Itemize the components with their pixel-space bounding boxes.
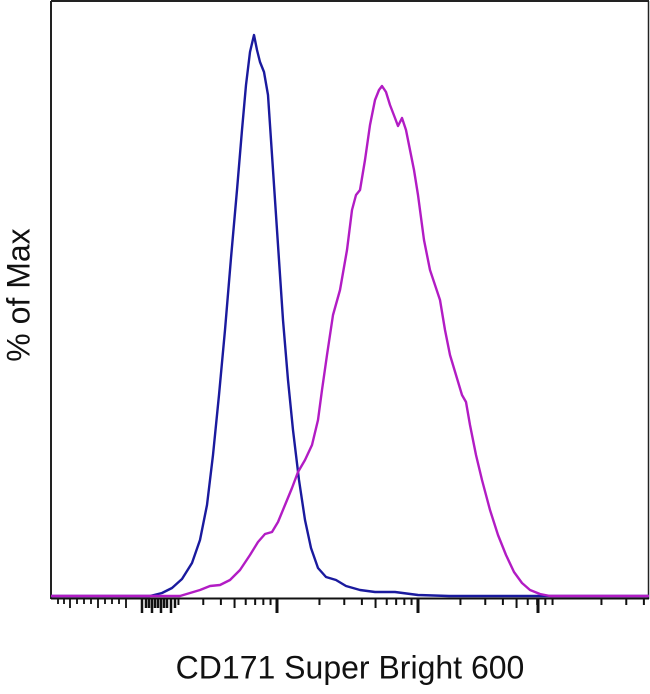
- y-axis-label: % of Max: [0, 228, 37, 362]
- control-histogram-line: [51, 33, 649, 598]
- plot-frame: [50, 0, 650, 600]
- x-axis-label: CD171 Super Bright 600: [175, 649, 525, 686]
- stained-histogram-line: [51, 84, 649, 598]
- x-axis-ticks: [57, 599, 645, 613]
